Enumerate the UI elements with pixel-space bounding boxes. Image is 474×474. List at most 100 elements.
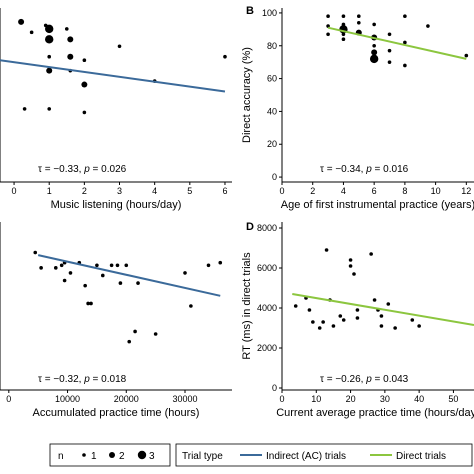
x-tick-label: 0 <box>279 186 284 196</box>
data-point <box>403 63 407 68</box>
x-axis-title: Music listening (hours/day) <box>51 199 182 211</box>
data-point <box>115 263 120 268</box>
data-point <box>307 308 312 312</box>
data-point <box>355 316 360 320</box>
panel-letter: D <box>246 221 254 233</box>
data-point <box>369 54 379 64</box>
data-point <box>86 301 90 306</box>
panel-d: 0 10 20 30 40 50 0 2000 4000 6000 8000 Current aver… <box>241 221 474 419</box>
fit-line-direct <box>327 26 467 60</box>
data-point <box>22 107 27 111</box>
data-point <box>118 281 123 285</box>
legend-size-marker <box>137 450 147 460</box>
x-tick-label: 6 <box>222 186 227 196</box>
data-point <box>379 324 384 328</box>
data-point <box>62 278 67 283</box>
data-point <box>355 308 360 312</box>
x-tick-label: 50 <box>448 394 458 404</box>
data-point <box>82 58 87 62</box>
x-tick-label: 0 <box>279 394 284 404</box>
data-point <box>127 339 132 344</box>
data-point <box>387 32 392 37</box>
data-point <box>109 263 114 268</box>
fit-line-indirect <box>37 254 221 297</box>
data-point <box>223 54 227 59</box>
panel-b: 0 2 4 6 8 10 12 0 20 40 60 80 100 Age of first instru… <box>241 5 474 211</box>
panel-a: 0 1 2 3 4 5 6 Music listening (hours/day) τ = −0… <box>0 8 232 211</box>
y-tick-label: 2000 <box>257 343 277 353</box>
panel-letter: B <box>246 5 254 17</box>
data-point <box>348 264 353 268</box>
data-point <box>352 272 356 276</box>
data-point <box>39 266 43 270</box>
data-point <box>403 40 407 45</box>
data-point <box>183 271 187 275</box>
data-point <box>64 27 69 31</box>
y-tick-label: 60 <box>267 74 277 84</box>
correlation-annotation: τ = −0.34, p = 0.016 <box>320 164 409 175</box>
data-point <box>45 24 54 34</box>
x-tick-label: 0 <box>6 394 11 404</box>
legend-indirect-label: Indirect (AC) trials <box>266 451 346 462</box>
data-point <box>133 329 137 334</box>
data-point <box>29 30 34 35</box>
data-point <box>321 320 325 324</box>
data-point <box>45 35 54 44</box>
data-point <box>117 44 122 49</box>
data-point <box>369 252 373 256</box>
data-point <box>372 22 376 27</box>
data-point <box>331 324 336 328</box>
data-point <box>47 54 52 59</box>
x-axis-title: Age of first instrumental practice (year… <box>281 199 474 211</box>
data-point <box>95 263 99 268</box>
x-tick-label: 0 <box>12 186 17 196</box>
legend-size-box <box>49 443 171 467</box>
data-point <box>357 20 361 25</box>
data-point <box>417 324 421 328</box>
legend-size-label: 1 <box>91 451 97 462</box>
x-tick-label: 10 <box>311 394 321 404</box>
panel-c: 0 10000 20000 30000 Accumulated practice tim… <box>0 222 232 419</box>
data-point <box>33 250 38 255</box>
x-tick-label: 2 <box>310 186 315 196</box>
y-axis-title: RT (ms) in direct trials <box>241 252 253 360</box>
data-point <box>324 248 329 252</box>
data-point <box>293 304 298 308</box>
data-point <box>81 81 88 88</box>
data-point <box>341 32 346 37</box>
correlation-annotation: τ = −0.26, p = 0.043 <box>320 374 409 385</box>
x-tick-label: 10 <box>431 186 441 196</box>
fit-line-direct <box>292 293 474 326</box>
data-point <box>67 36 74 43</box>
x-tick-label: 6 <box>372 186 377 196</box>
data-point <box>326 32 330 37</box>
y-tick-label: 8000 <box>257 223 277 233</box>
legend-size-title: n <box>58 451 64 462</box>
data-point <box>348 258 353 262</box>
data-point <box>153 332 158 336</box>
y-tick-label: 80 <box>267 41 277 51</box>
x-tick-label: 12 <box>461 186 471 196</box>
legend-size-marker <box>109 452 115 458</box>
data-point <box>387 48 392 53</box>
legend-trial-box <box>175 443 473 467</box>
y-tick-label: 6000 <box>257 263 277 273</box>
x-tick-label: 3 <box>117 186 122 196</box>
x-tick-label: 20000 <box>114 394 139 404</box>
data-point <box>326 14 330 19</box>
data-point <box>387 60 392 64</box>
data-point <box>67 53 74 60</box>
data-point <box>206 263 211 268</box>
y-tick-label: 4000 <box>257 303 277 313</box>
data-point <box>68 271 73 275</box>
x-tick-label: 20 <box>346 394 356 404</box>
correlation-annotation: τ = −0.32, p = 0.018 <box>38 374 127 385</box>
data-point <box>379 314 384 318</box>
x-tick-label: 5 <box>187 186 192 196</box>
data-point <box>100 273 105 278</box>
data-point <box>464 53 469 58</box>
fit-line-indirect <box>0 59 226 93</box>
x-tick-label: 4 <box>152 186 157 196</box>
y-tick-label: 0 <box>272 172 277 182</box>
